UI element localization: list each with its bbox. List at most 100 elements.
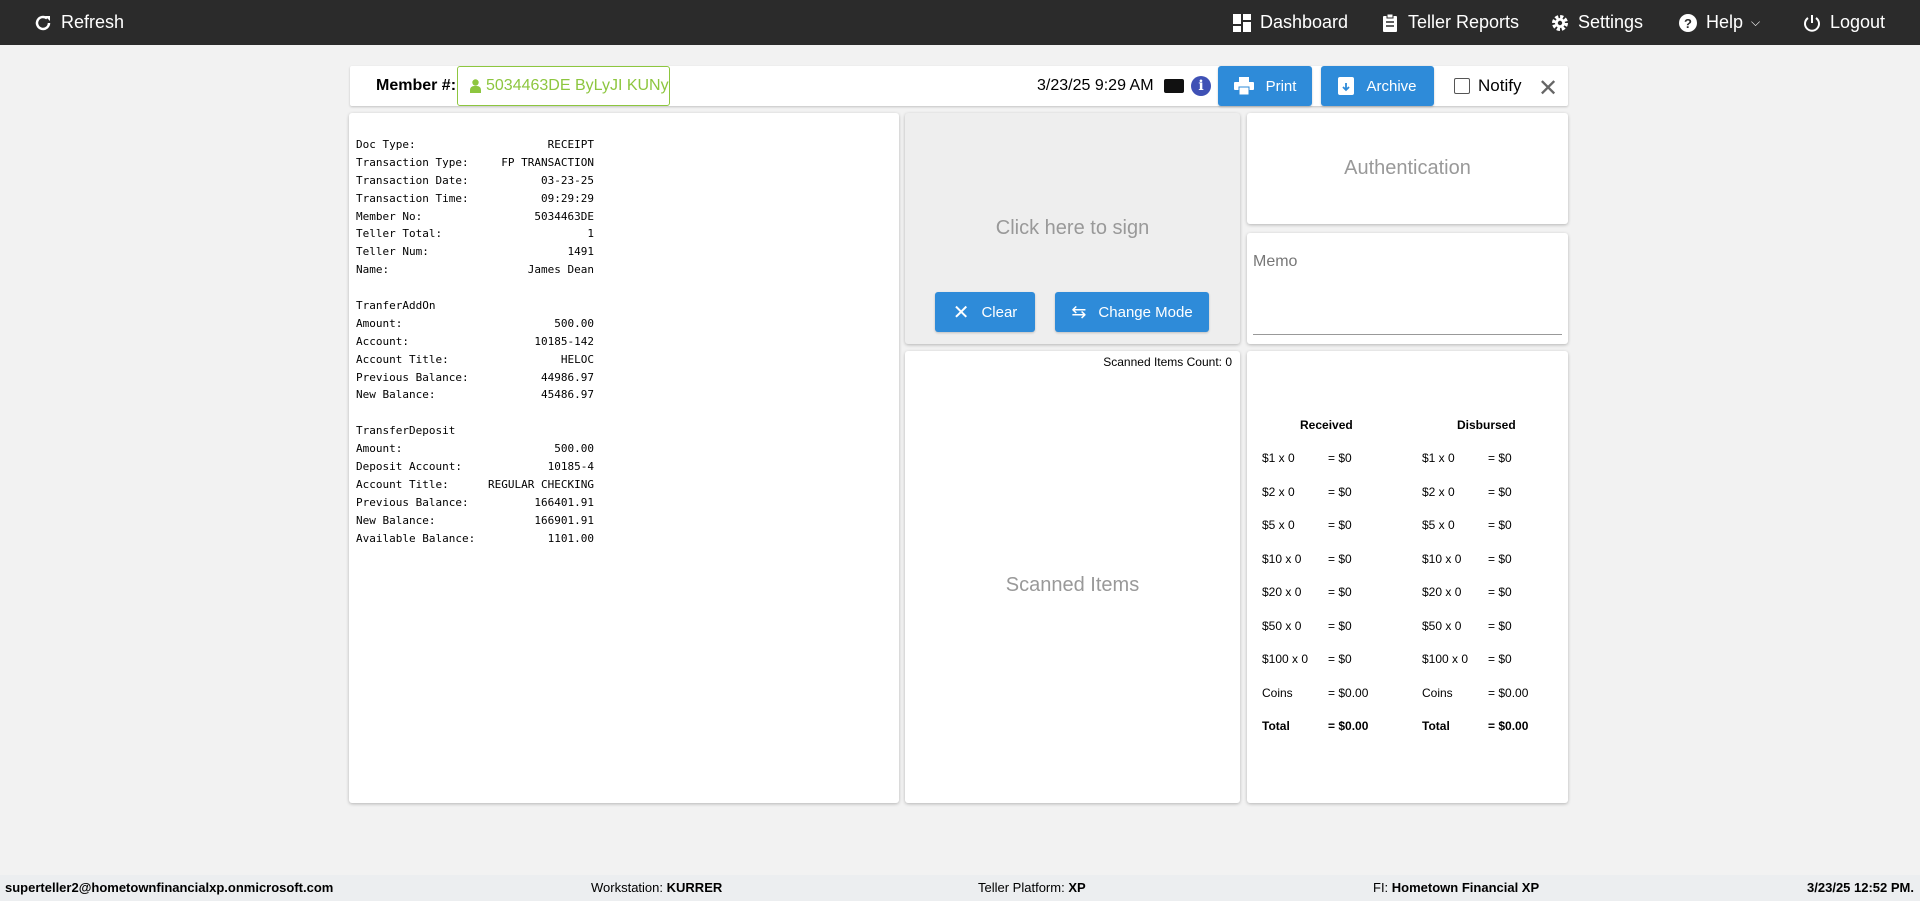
disbursed-denomination: $50 x 0 xyxy=(1422,618,1462,633)
close-icon: ✕ xyxy=(952,301,970,324)
receipt-line: Available Balance: 1101.00 xyxy=(356,532,594,550)
info-icon[interactable]: i xyxy=(1191,76,1211,96)
cash-count-panel: Received Disbursed $1 x 0 = $0 $1 x 0 = $0 $… xyxy=(1247,351,1568,803)
receipt-line: TranferAddOn xyxy=(356,299,594,317)
receipt-line: New Balance: 166901.91 xyxy=(356,514,594,532)
archive-button[interactable]: Archive xyxy=(1321,66,1434,106)
power-icon xyxy=(1804,14,1820,32)
receipt-line: Account Title: HELOC xyxy=(356,353,594,371)
dashboard-label: Dashboard xyxy=(1260,12,1349,32)
gear-icon xyxy=(1552,14,1568,31)
change-mode-label: Change Mode xyxy=(1098,303,1193,321)
platform-label: Teller Platform: xyxy=(978,880,1065,895)
receipt-line: TransferDeposit xyxy=(356,424,594,442)
keyboard-icon[interactable] xyxy=(1164,79,1184,93)
receipt-line: Account Title: REGULAR CHECKING xyxy=(356,478,594,496)
disbursed-amount: = $0 xyxy=(1488,484,1512,499)
scanned-items-placeholder: Scanned Items xyxy=(1005,574,1140,596)
disbursed-amount: = $0 xyxy=(1488,652,1512,666)
receipt-key: Account Title: xyxy=(356,477,449,491)
swap-arrows-icon: ⇆ xyxy=(1071,301,1087,322)
transaction-toolbar: Member #: 5034463DE ByLyJI KUNy 3/23/25 … xyxy=(350,66,1568,106)
disbursed-amount: = $0 xyxy=(1488,551,1512,566)
receipt-key: Amount: xyxy=(356,442,403,456)
receipt-line: Amount: 500.00 xyxy=(356,317,594,335)
receipt-value: James Dean xyxy=(527,263,594,277)
refresh-button[interactable]: Refresh xyxy=(33,0,124,45)
dashboard-icon xyxy=(1233,13,1251,32)
transaction-datetime: 3/23/25 9:29 AM xyxy=(1037,77,1154,94)
close-icon[interactable]: ✕ xyxy=(1538,75,1559,102)
clear-button[interactable]: ✕ Clear xyxy=(935,292,1035,332)
notify-checkbox[interactable]: Notify xyxy=(1454,66,1521,106)
received-denomination: $50 x 0 xyxy=(1262,618,1302,633)
receipt-value: 45486.97 xyxy=(541,388,594,402)
checkbox-icon xyxy=(1454,78,1470,94)
change-mode-button[interactable]: ⇆ Change Mode xyxy=(1055,292,1209,332)
workstation-value: KURRER xyxy=(666,880,723,895)
disbursed-amount: = $0 xyxy=(1488,585,1512,599)
receipt-line: New Balance: 45486.97 xyxy=(356,388,594,406)
signature-pad[interactable]: Click here to sign ✕ Clear ⇆ Change Mode xyxy=(905,113,1240,344)
receipt-key: Doc Type: xyxy=(356,138,416,151)
receipt-value: 500.00 xyxy=(554,316,594,330)
scanned-items-panel: Scanned Items Count: 0 Scanned Items xyxy=(905,351,1240,803)
refresh-icon xyxy=(35,15,51,30)
received-amount: = $0 xyxy=(1328,652,1352,666)
receipt-key: Teller Num: xyxy=(356,245,429,259)
help-label: Help xyxy=(1706,12,1744,32)
receipt-line xyxy=(356,406,594,424)
receipt-key: Transaction Date: xyxy=(356,173,469,187)
receipt-value: 500.00 xyxy=(554,442,594,456)
memo-label: Memo xyxy=(1253,253,1298,270)
member-field[interactable]: 5034463DE ByLyJI KUNy xyxy=(457,66,670,106)
receipt-line: Transaction Time: 09:29:29 xyxy=(356,192,594,210)
teller-reports-link[interactable]: Teller Reports xyxy=(1380,0,1519,45)
received-denomination: $5 x 0 xyxy=(1262,518,1295,532)
notify-label: Notify xyxy=(1478,76,1522,95)
archive-label: Archive xyxy=(1366,77,1417,95)
dashboard-link[interactable]: Dashboard xyxy=(1232,0,1348,45)
memo-input[interactable] xyxy=(1253,293,1562,335)
help-menu[interactable]: ? Help ⌵ xyxy=(1678,0,1760,45)
receipt-line: Member No: 5034463DE xyxy=(356,210,594,228)
top-nav: Refresh Dashboard Teller Reports Setting… xyxy=(0,0,1920,45)
receipt-line: Transaction Type: FP TRANSACTION xyxy=(356,156,594,174)
receipt-key: Deposit Account: xyxy=(356,460,462,474)
print-button[interactable]: Print xyxy=(1218,66,1312,106)
receipt-key: TranferAddOn xyxy=(356,299,436,313)
authentication-panel[interactable]: Authentication xyxy=(1247,113,1568,224)
fi-label: FI: xyxy=(1373,880,1389,895)
logout-label: Logout xyxy=(1830,12,1886,32)
settings-label: Settings xyxy=(1578,12,1644,32)
disbursed-amount: = $0 xyxy=(1488,618,1512,633)
settings-link[interactable]: Settings xyxy=(1550,0,1643,45)
receipt-value: HELOC xyxy=(560,352,594,366)
receipt-line: Teller Total: 1 xyxy=(356,227,594,245)
receipt-line: Doc Type: RECEIPT xyxy=(356,138,594,156)
receipt-line: Teller Num: 1491 xyxy=(356,245,594,263)
receipt-value: 10185-4 xyxy=(547,460,594,474)
received-amount: = $0 xyxy=(1328,451,1352,465)
disbursed-denomination: Total xyxy=(1422,719,1450,733)
refresh-label: Refresh xyxy=(61,12,125,32)
disbursed-denomination: Coins xyxy=(1422,685,1453,700)
receipt-value: RECEIPT xyxy=(547,138,594,151)
print-label: Print xyxy=(1265,77,1297,95)
receipt-line: Account: 10185-142 xyxy=(356,335,594,353)
logout-button[interactable]: Logout xyxy=(1802,0,1885,45)
receipt-value: 1101.00 xyxy=(547,531,594,545)
member-label: Member #: xyxy=(376,77,457,94)
receipt-value: REGULAR CHECKING xyxy=(488,477,594,491)
workstation-label: Workstation: xyxy=(591,880,664,895)
received-amount: = $0.00 xyxy=(1328,685,1369,700)
received-denomination: $1 x 0 xyxy=(1262,451,1295,465)
memo-panel: Memo xyxy=(1247,233,1568,344)
current-datetime: 3/23/25 12:52 PM. xyxy=(1807,880,1914,895)
printer-icon xyxy=(1233,77,1254,95)
receipt-value: 10185-142 xyxy=(534,334,594,348)
receipt-value: 44986.97 xyxy=(541,370,594,384)
receipt-line: Previous Balance: 166401.91 xyxy=(356,496,594,514)
help-icon: ? xyxy=(1679,13,1697,32)
scanned-items-count: Scanned Items Count: 0 xyxy=(1103,355,1232,369)
